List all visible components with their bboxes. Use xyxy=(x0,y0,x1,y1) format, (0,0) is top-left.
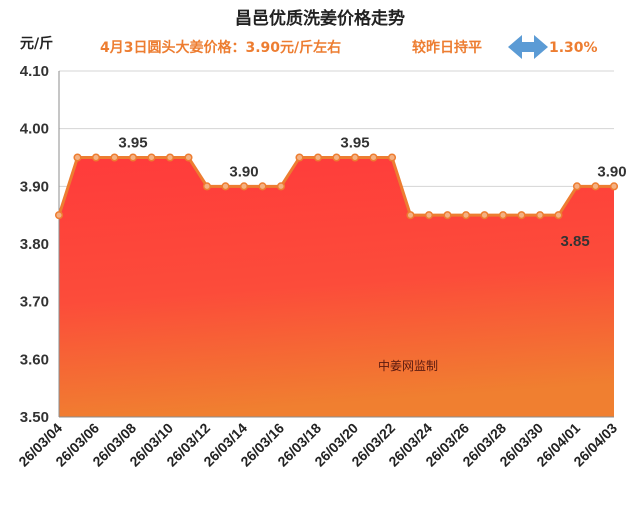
data-point xyxy=(535,211,545,220)
x-axis-ticks: 26/03/0426/03/0626/03/0826/03/1026/03/12… xyxy=(15,420,620,470)
double-arrow-icon xyxy=(508,35,548,59)
data-point xyxy=(591,182,600,191)
data-point xyxy=(480,211,489,220)
data-point xyxy=(572,182,582,191)
subtitle-price: 4月3日圆头大姜价格：3.90元/斤左右 xyxy=(100,39,341,56)
data-point xyxy=(147,153,156,162)
data-point xyxy=(609,182,619,191)
data-point xyxy=(498,211,508,220)
y-tick-label: 3.50 xyxy=(20,409,49,426)
data-point xyxy=(350,153,360,162)
y-axis-unit: 元/斤 xyxy=(20,35,53,52)
data-label: 3.95 xyxy=(340,135,369,152)
y-tick-label: 3.90 xyxy=(20,178,49,195)
data-point xyxy=(332,153,341,162)
data-point xyxy=(387,153,397,162)
data-point xyxy=(110,153,119,162)
data-point xyxy=(295,153,304,162)
data-point xyxy=(276,182,286,191)
data-point xyxy=(313,153,323,162)
y-tick-label: 3.70 xyxy=(20,294,49,311)
price-area xyxy=(59,157,614,417)
subtitle-change: 较昨日持平 xyxy=(412,39,482,56)
data-point xyxy=(165,153,175,162)
y-axis-ticks: 3.50 3.60 3.70 3.80 3.90 4.00 4.10 xyxy=(20,63,49,426)
data-point xyxy=(554,211,563,220)
change-percent: 1.30% xyxy=(549,40,598,56)
data-label: 3.90 xyxy=(229,163,258,180)
data-point xyxy=(461,211,471,220)
data-point xyxy=(91,153,101,162)
data-point xyxy=(517,211,526,220)
watermark: 中姜网监制 xyxy=(378,358,438,373)
y-tick-label: 3.80 xyxy=(20,236,49,253)
data-point xyxy=(221,182,230,191)
data-point xyxy=(258,182,267,191)
data-point xyxy=(202,182,212,191)
data-point xyxy=(54,211,64,220)
y-tick-label: 4.10 xyxy=(20,63,49,80)
data-labels: 3.95 3.90 3.95 3.85 3.90 xyxy=(118,135,626,251)
y-tick-label: 4.00 xyxy=(20,121,49,138)
chart-title: 昌邑优质洗姜价格走势 xyxy=(235,8,405,29)
y-tick-label: 3.60 xyxy=(20,351,49,368)
data-label: 3.95 xyxy=(118,135,147,152)
data-point xyxy=(406,211,415,220)
data-point xyxy=(443,211,452,220)
data-point xyxy=(73,153,82,162)
data-point xyxy=(184,153,193,162)
data-point xyxy=(128,153,138,162)
data-point xyxy=(369,153,378,162)
axes xyxy=(58,71,614,418)
data-point xyxy=(239,182,249,191)
data-point xyxy=(424,211,434,220)
data-markers xyxy=(54,153,619,220)
data-label: 3.90 xyxy=(597,163,626,180)
data-label: 3.85 xyxy=(561,233,590,250)
